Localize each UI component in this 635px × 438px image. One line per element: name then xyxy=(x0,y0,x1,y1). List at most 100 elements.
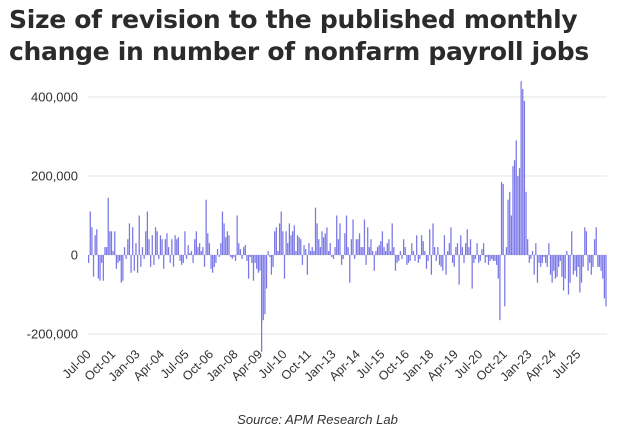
bar xyxy=(190,251,193,255)
bar xyxy=(256,255,258,269)
bar xyxy=(321,231,323,255)
bar xyxy=(327,251,330,255)
bar xyxy=(135,243,137,255)
bar xyxy=(97,255,100,279)
bar xyxy=(564,255,566,279)
bar xyxy=(487,255,490,265)
bar xyxy=(465,243,467,255)
bar xyxy=(507,199,509,255)
bar xyxy=(589,255,591,263)
bar xyxy=(261,255,263,352)
bar xyxy=(247,255,250,279)
bar xyxy=(225,237,227,255)
bar xyxy=(553,255,555,271)
bar xyxy=(409,255,411,261)
bar xyxy=(303,245,305,256)
bar xyxy=(177,237,180,255)
bar xyxy=(117,255,119,263)
bar xyxy=(481,249,483,255)
bar xyxy=(509,191,511,255)
bar xyxy=(561,255,563,277)
bar xyxy=(150,255,152,267)
bar xyxy=(342,255,344,259)
bar xyxy=(140,255,142,267)
bar xyxy=(360,247,362,255)
bar xyxy=(580,255,583,283)
bar xyxy=(412,251,415,255)
bar xyxy=(236,215,238,255)
bar xyxy=(200,251,202,255)
bar xyxy=(210,255,212,269)
bar xyxy=(125,255,127,259)
bar xyxy=(523,100,526,255)
bar xyxy=(128,223,131,255)
y-tick-label: 0 xyxy=(71,248,78,263)
bar xyxy=(388,239,390,255)
bar xyxy=(368,247,370,255)
bar xyxy=(156,231,158,255)
bar xyxy=(352,219,354,255)
bar xyxy=(267,251,269,255)
bar xyxy=(373,255,375,271)
bar xyxy=(548,243,550,255)
bar xyxy=(549,255,552,275)
bar xyxy=(355,239,357,255)
bar xyxy=(471,255,473,289)
bar xyxy=(513,160,516,255)
bar xyxy=(500,181,503,255)
bar xyxy=(179,255,181,261)
bar xyxy=(174,235,176,255)
bar xyxy=(187,245,189,256)
bar xyxy=(158,255,160,259)
bar xyxy=(558,255,560,267)
bar xyxy=(132,227,134,255)
bar xyxy=(212,255,214,273)
bar xyxy=(527,239,529,255)
bar xyxy=(104,247,106,255)
bar xyxy=(171,239,173,255)
bar xyxy=(468,247,470,255)
bar xyxy=(161,239,163,255)
bar xyxy=(543,255,545,257)
bar xyxy=(143,255,145,259)
bar xyxy=(218,255,220,257)
bar xyxy=(572,255,574,275)
bar xyxy=(380,241,382,255)
bar xyxy=(223,223,225,255)
bar xyxy=(473,255,475,263)
bar xyxy=(354,255,356,259)
bar xyxy=(349,255,351,283)
bar xyxy=(192,255,194,263)
x-axis: Jul-00Oct-01Jan-03Apr-04Jul-05Oct-06Jan-… xyxy=(60,347,584,384)
bar xyxy=(181,255,183,265)
bar xyxy=(120,255,122,283)
bar xyxy=(184,231,186,255)
bar xyxy=(234,255,237,261)
bar xyxy=(438,255,441,265)
bar xyxy=(393,247,395,255)
bar xyxy=(451,255,454,263)
bar xyxy=(598,255,601,267)
bar xyxy=(326,227,328,255)
bar xyxy=(460,235,462,255)
bar xyxy=(324,233,326,255)
bar xyxy=(445,255,447,275)
bar xyxy=(138,215,140,255)
bar xyxy=(463,255,465,263)
bar xyxy=(416,235,418,255)
bar xyxy=(123,247,126,255)
bar-series xyxy=(88,81,607,352)
bar xyxy=(88,255,90,263)
bar xyxy=(340,255,343,265)
bar xyxy=(228,235,230,255)
bar xyxy=(309,251,312,255)
bar xyxy=(229,255,232,257)
bar xyxy=(458,255,460,285)
bar xyxy=(574,255,576,271)
bar xyxy=(420,235,423,255)
bar xyxy=(554,255,557,279)
bar xyxy=(494,255,496,261)
bar xyxy=(602,255,604,279)
bar xyxy=(365,255,367,265)
bar xyxy=(293,225,295,256)
